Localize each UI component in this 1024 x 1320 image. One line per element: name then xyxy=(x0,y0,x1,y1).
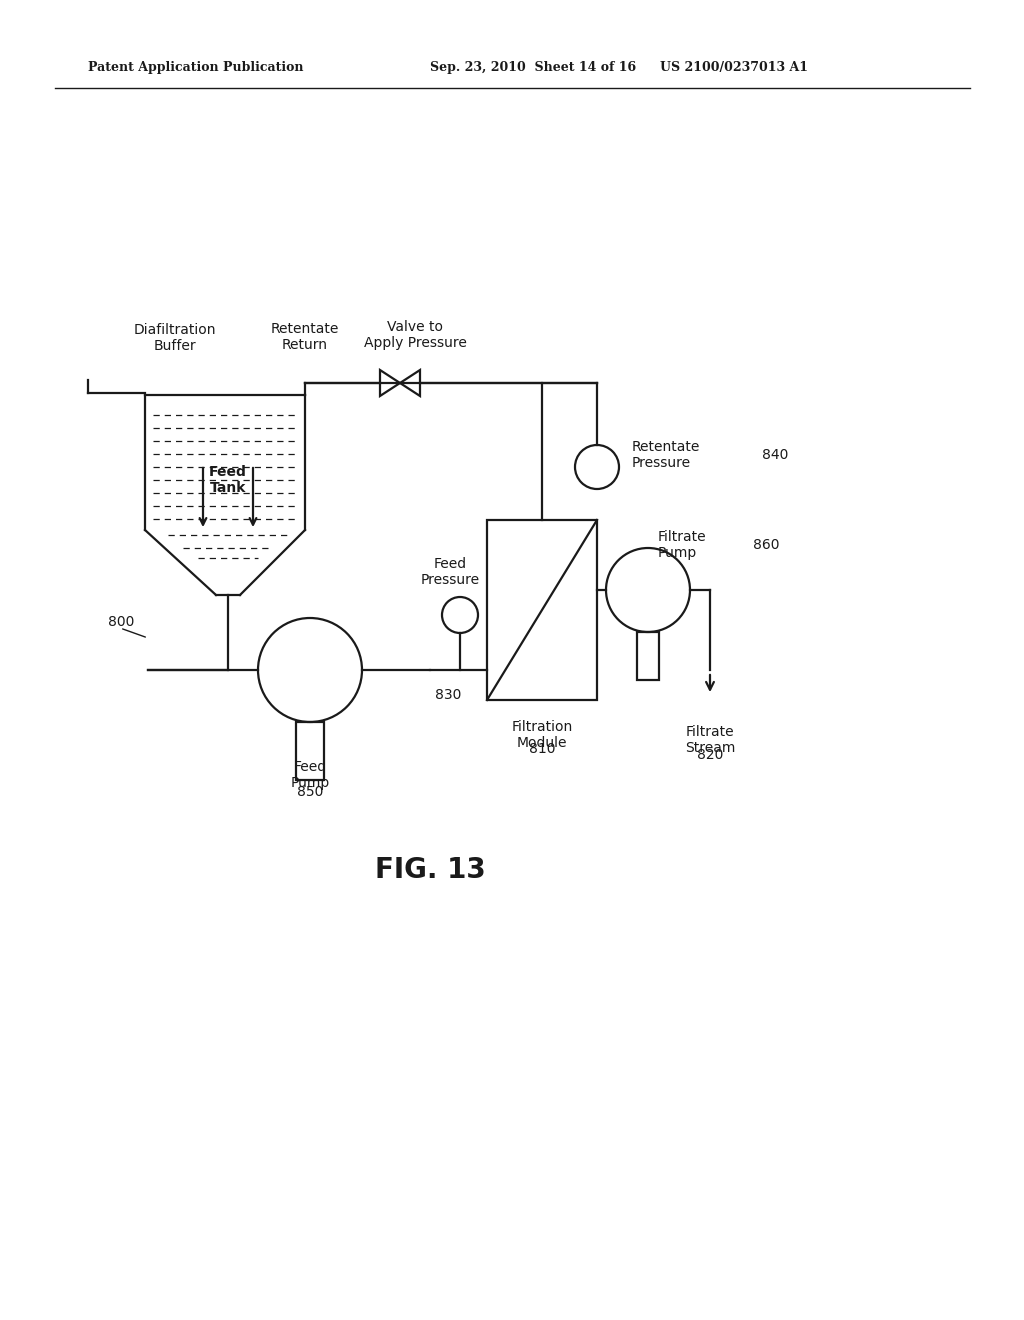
Text: 810: 810 xyxy=(528,742,555,756)
Text: 840: 840 xyxy=(762,447,788,462)
Text: 860: 860 xyxy=(753,539,779,552)
Bar xyxy=(637,632,659,680)
Text: Patent Application Publication: Patent Application Publication xyxy=(88,62,303,74)
Text: Sep. 23, 2010  Sheet 14 of 16: Sep. 23, 2010 Sheet 14 of 16 xyxy=(430,62,636,74)
Text: Feed
Tank: Feed Tank xyxy=(209,465,247,495)
Text: 830: 830 xyxy=(435,688,462,702)
Text: Diafiltration
Buffer: Diafiltration Buffer xyxy=(134,323,216,354)
Text: Retentate
Return: Retentate Return xyxy=(270,322,339,352)
Text: Valve to
Apply Pressure: Valve to Apply Pressure xyxy=(364,319,467,350)
Text: Filtrate
Stream: Filtrate Stream xyxy=(685,725,735,755)
Text: Filtration
Module: Filtration Module xyxy=(511,719,572,750)
Text: 820: 820 xyxy=(696,748,723,762)
Bar xyxy=(487,520,597,700)
Text: 850: 850 xyxy=(297,785,324,799)
Text: Feed
Pressure: Feed Pressure xyxy=(421,557,479,587)
Text: US 2100/0237013 A1: US 2100/0237013 A1 xyxy=(660,62,808,74)
Text: FIG. 13: FIG. 13 xyxy=(375,855,485,884)
Text: Filtrate
Pump: Filtrate Pump xyxy=(658,529,707,560)
Text: 800: 800 xyxy=(108,615,134,630)
Text: Retentate
Pressure: Retentate Pressure xyxy=(632,440,700,470)
Text: Feed
Pump: Feed Pump xyxy=(291,760,330,791)
Bar xyxy=(296,722,324,780)
